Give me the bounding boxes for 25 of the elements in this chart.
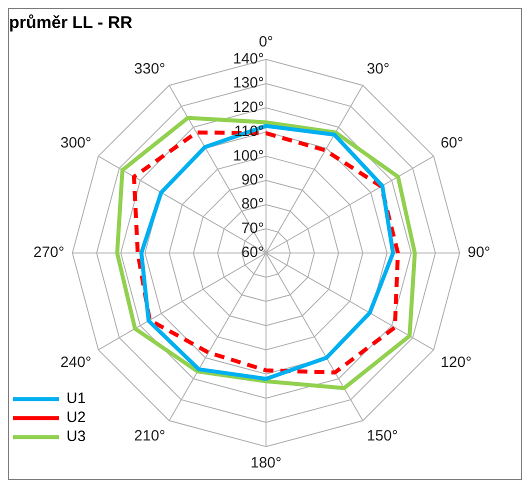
y-tick-label: 70° — [241, 220, 264, 237]
spoke-label: 330° — [134, 60, 166, 78]
spoke-label: 210° — [134, 428, 166, 445]
y-tick-label: 110° — [234, 123, 264, 140]
spoke-label: 270° — [33, 244, 64, 262]
y-tick-label: 130° — [232, 74, 264, 92]
spoke-label: 150° — [366, 428, 398, 445]
legend-label: U3 — [66, 428, 86, 446]
spoke-label: 120° — [440, 354, 472, 371]
y-tick-label: 100° — [232, 147, 264, 164]
spoke-label: 30° — [366, 60, 390, 78]
spoke-label: 180° — [250, 454, 282, 472]
y-tick-label: 120° — [232, 98, 264, 116]
y-tick-label: 60° — [241, 244, 264, 262]
y-tick-label: 90° — [241, 172, 264, 189]
legend-label: U2 — [66, 409, 86, 426]
y-tick-label: 80° — [241, 196, 264, 213]
chart-title: průměr LL - RR — [9, 12, 132, 32]
spoke-label: 300° — [60, 134, 92, 152]
spoke-label: 0° — [258, 34, 274, 51]
y-tick-label: 140° — [232, 50, 264, 68]
spoke-label: 240° — [60, 354, 92, 371]
legend-label: U1 — [66, 390, 86, 408]
spoke-label: 90° — [468, 244, 490, 262]
spoke-label: 60° — [440, 134, 464, 152]
